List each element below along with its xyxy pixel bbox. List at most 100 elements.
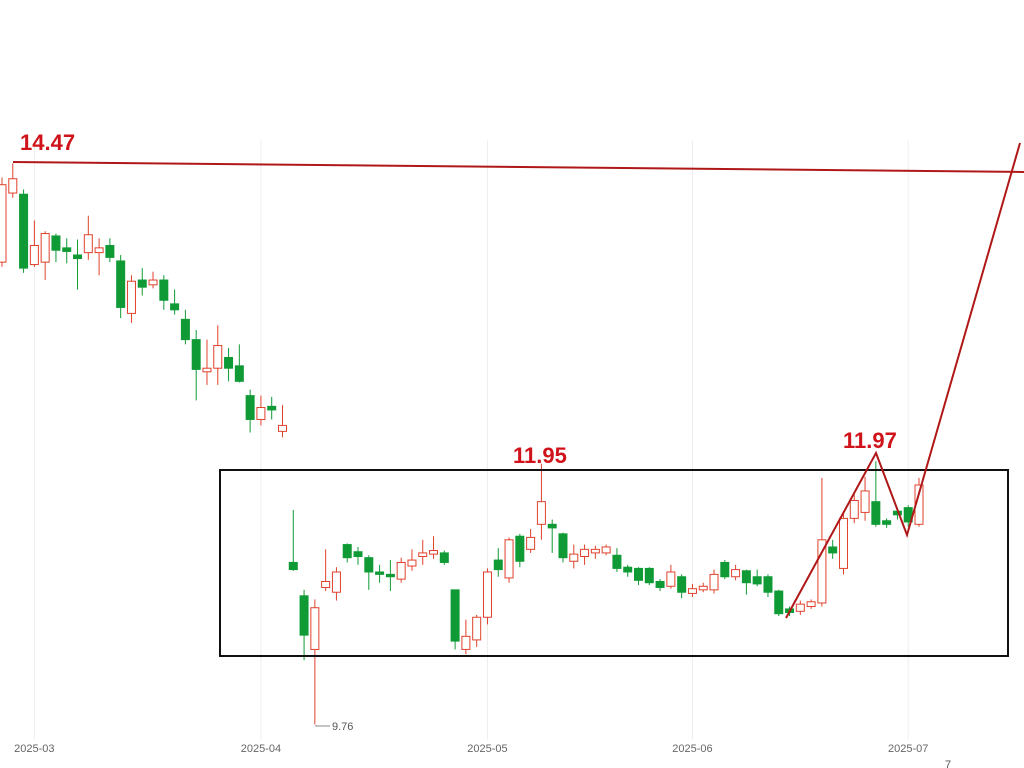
candle-body bbox=[364, 557, 374, 573]
candle-body bbox=[601, 546, 611, 554]
candle-body bbox=[224, 356, 234, 369]
candle-body bbox=[472, 616, 482, 641]
candle-body bbox=[461, 635, 471, 650]
candle-body bbox=[493, 559, 503, 571]
candle-body bbox=[396, 561, 406, 580]
candle-body bbox=[838, 517, 848, 569]
candle-body bbox=[29, 244, 39, 266]
candle-body bbox=[159, 279, 169, 301]
pattern-line bbox=[785, 142, 1021, 619]
candle-body bbox=[687, 588, 697, 594]
x-tick-label: 2025-04 bbox=[241, 743, 281, 755]
candle-body bbox=[94, 247, 104, 254]
candle-body bbox=[8, 178, 18, 194]
candle-body bbox=[170, 303, 180, 311]
candle-body bbox=[245, 395, 255, 420]
grid bbox=[33, 140, 909, 740]
candle-body bbox=[310, 607, 320, 650]
candle-body bbox=[180, 318, 190, 341]
candle-body bbox=[375, 571, 385, 575]
candle-body bbox=[51, 235, 61, 251]
range-box bbox=[219, 469, 1009, 657]
candle-body bbox=[62, 247, 72, 252]
candle-body bbox=[0, 184, 7, 263]
candle-body bbox=[19, 193, 29, 269]
candle-body bbox=[342, 544, 352, 559]
candle-body bbox=[871, 501, 881, 525]
high-label: 14.47 bbox=[20, 130, 75, 155]
candle-body bbox=[741, 570, 751, 584]
candle-body bbox=[73, 254, 83, 260]
candle-body bbox=[191, 339, 201, 370]
candle-body bbox=[731, 569, 741, 578]
candle-body bbox=[612, 554, 622, 569]
candle-body bbox=[213, 345, 223, 369]
candle-body bbox=[860, 490, 870, 513]
candle-body bbox=[407, 559, 417, 567]
x-tick-label: 2025-07 bbox=[888, 743, 928, 755]
x-tick-label: 2025-06 bbox=[672, 743, 712, 755]
candle-body bbox=[677, 576, 687, 593]
candle-body bbox=[795, 603, 805, 612]
candle-body bbox=[202, 367, 212, 373]
candle-body bbox=[40, 233, 50, 263]
candle-body bbox=[558, 533, 568, 559]
candle-body bbox=[547, 523, 557, 529]
candle-body bbox=[277, 424, 287, 432]
candle-body bbox=[321, 581, 331, 588]
candle-body bbox=[526, 536, 536, 550]
candle-body bbox=[504, 539, 514, 579]
candle-body bbox=[817, 539, 827, 604]
candles bbox=[0, 163, 924, 725]
peak-label: 11.97 bbox=[843, 428, 897, 453]
candle-body bbox=[439, 552, 449, 563]
peak-label: 11.95 bbox=[513, 443, 567, 468]
candle-body bbox=[709, 573, 719, 591]
candle-body bbox=[385, 573, 395, 578]
candle-body bbox=[126, 280, 136, 314]
candle-body bbox=[267, 405, 277, 411]
low-label: 9.76 bbox=[332, 721, 353, 733]
low-leader bbox=[315, 725, 330, 727]
cut-label: 7 bbox=[945, 759, 951, 768]
candle-body bbox=[148, 279, 158, 286]
candle-body bbox=[666, 571, 676, 587]
candle-body bbox=[828, 546, 838, 554]
candle-body bbox=[698, 585, 708, 591]
candle-body bbox=[137, 279, 147, 288]
x-tick-label: 2025-03 bbox=[14, 743, 54, 755]
candle-body bbox=[655, 581, 665, 588]
candle-body bbox=[256, 407, 266, 420]
candle-body bbox=[763, 576, 773, 593]
candle-body bbox=[83, 234, 93, 254]
candle-body bbox=[580, 548, 590, 557]
candle-body bbox=[882, 520, 892, 525]
candle-body bbox=[450, 589, 460, 642]
candle-body bbox=[536, 501, 546, 525]
candle-body bbox=[105, 244, 115, 258]
trend-line bbox=[12, 161, 1024, 173]
candle-body bbox=[116, 260, 126, 308]
candle-body bbox=[569, 553, 579, 562]
candle-body bbox=[353, 551, 363, 557]
candle-body bbox=[623, 566, 633, 573]
candle-body bbox=[418, 552, 428, 557]
candle-body bbox=[482, 571, 492, 618]
x-tick-label: 2025-05 bbox=[467, 743, 507, 755]
candle-body bbox=[288, 561, 298, 571]
candle-body bbox=[299, 595, 309, 636]
candle-body bbox=[234, 365, 244, 382]
candle-body bbox=[590, 548, 600, 554]
candle-body bbox=[806, 601, 816, 608]
candle-body bbox=[331, 571, 341, 593]
candle-body bbox=[849, 499, 859, 519]
candle-body bbox=[774, 590, 784, 615]
candle-body bbox=[429, 550, 439, 555]
candle-body bbox=[752, 576, 762, 585]
candle-body bbox=[644, 567, 654, 584]
candle-body bbox=[634, 567, 644, 581]
candle-body bbox=[515, 535, 525, 562]
candle-body bbox=[720, 561, 730, 578]
